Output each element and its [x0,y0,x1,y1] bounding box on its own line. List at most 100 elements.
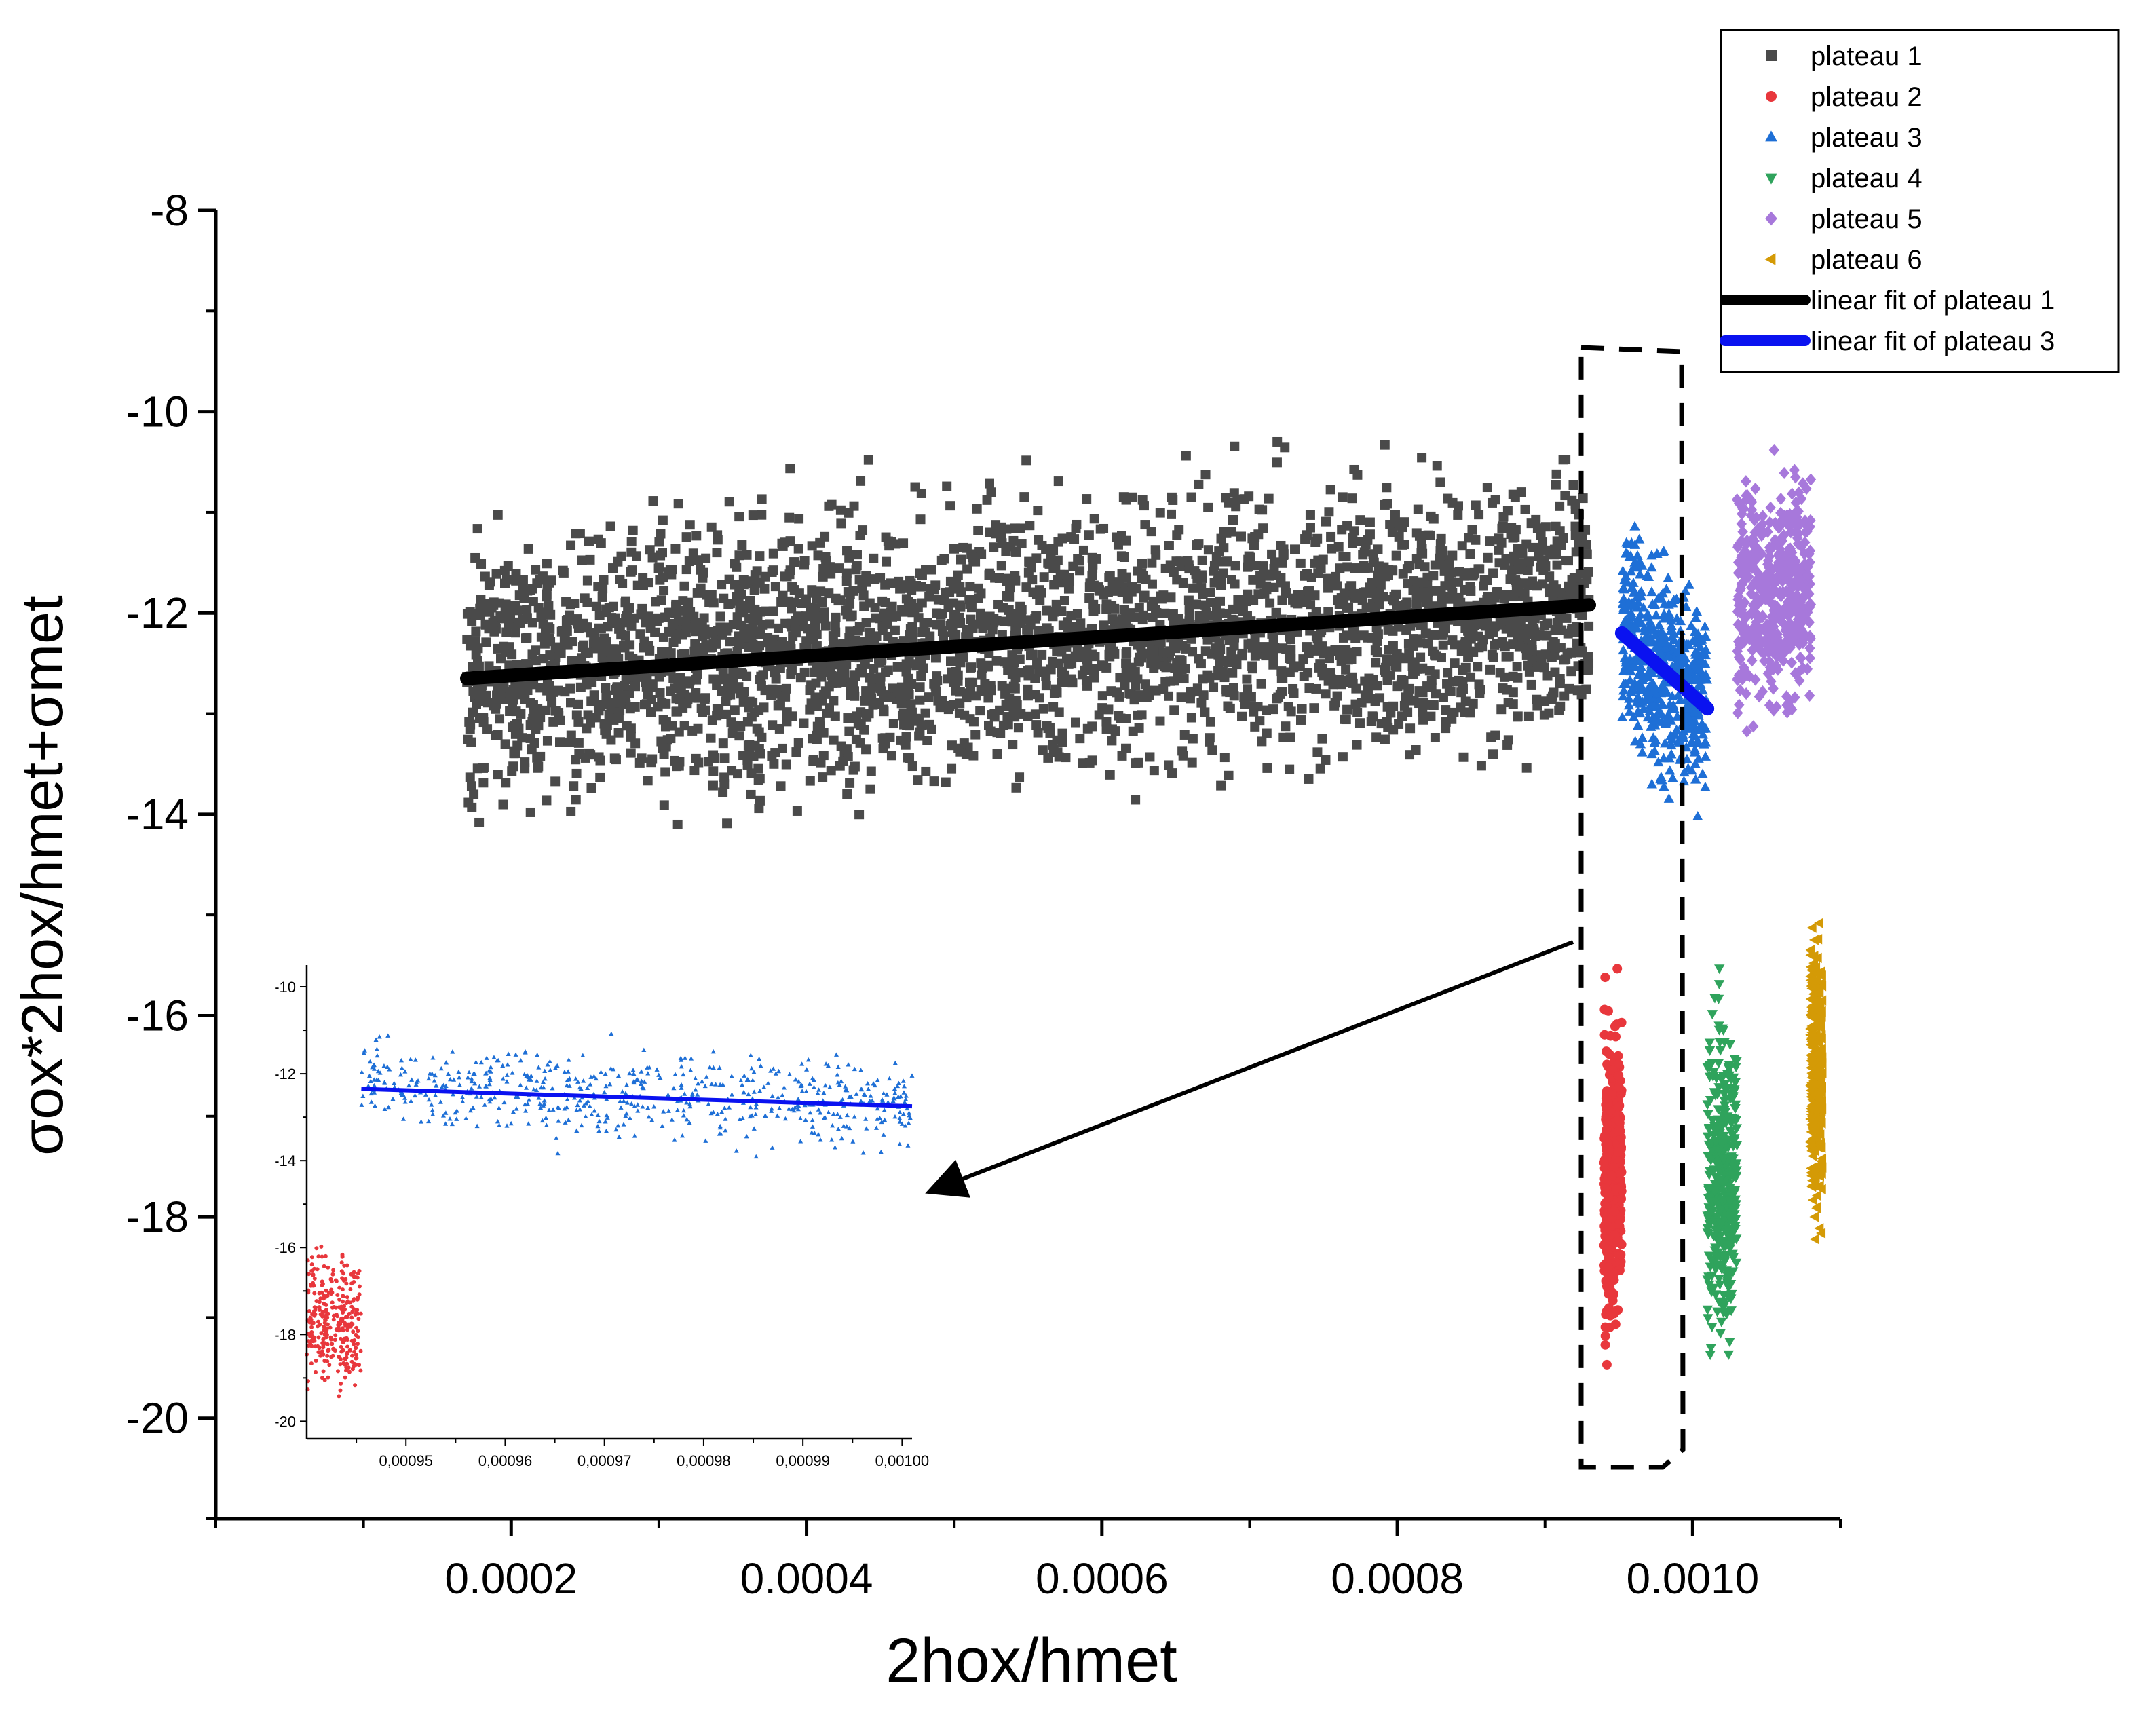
data-point [691,626,701,637]
data-point [1408,585,1418,595]
data-point [1338,492,1348,502]
data-point [1485,664,1496,675]
data-point [1423,530,1433,540]
data-point [1649,696,1660,706]
data-point [1037,649,1047,660]
data-point [1178,751,1188,761]
data-point [1746,581,1757,594]
data-point [808,756,818,766]
data-point [1802,569,1813,582]
data-point [1635,669,1646,679]
data-point [1160,608,1170,618]
data-point [1166,592,1176,603]
data-point [862,712,872,722]
data-point [946,618,956,628]
data-point [1399,540,1409,550]
data-point [1780,607,1792,620]
data-point [1088,664,1099,674]
data-point [1230,561,1240,571]
data-point [1666,620,1677,630]
data-point [1621,570,1631,580]
data-point [1549,544,1559,554]
data-point [930,580,941,590]
data-point [1728,1135,1739,1146]
data-point [1041,681,1051,691]
data-point [746,712,757,722]
data-point [620,643,630,653]
data-point [507,766,517,776]
data-point [1077,758,1087,768]
data-point [577,555,587,565]
data-point [1726,1289,1737,1300]
data-point [1031,720,1042,730]
data-point [1066,532,1076,542]
data-point [939,554,949,564]
data-point [569,781,579,791]
data-point [1800,514,1811,527]
data-point [1713,1059,1724,1069]
data-point [983,660,993,671]
data-point [1570,530,1580,540]
data-point [722,818,732,829]
data-point [781,759,791,770]
data-point [1418,715,1428,725]
data-point [1128,726,1138,736]
data-point [1428,514,1439,524]
data-point [1646,562,1657,572]
data-point [1718,1025,1729,1036]
data-point [604,603,614,613]
data-point [995,705,1005,715]
data-point [511,575,521,586]
data-point [1612,1237,1623,1247]
data-point [1751,511,1762,524]
data-point [1232,660,1242,670]
data-point [1038,745,1048,755]
data-point [1357,595,1367,605]
data-point [1405,750,1415,760]
data-point [1650,609,1662,620]
data-point [505,706,515,717]
data-point [1689,626,1701,636]
data-point [1272,694,1282,704]
data-point [859,637,869,647]
data-point [597,592,607,602]
data-point [806,680,816,690]
data-point [1008,681,1019,692]
data-point [1789,691,1800,704]
data-point [1352,708,1363,718]
data-point [1707,1116,1718,1126]
data-point [750,604,760,614]
data-point [1741,725,1752,738]
data-point [1450,658,1460,668]
data-point [746,789,756,799]
data-point [843,587,853,597]
data-point [1380,664,1390,675]
data-point [1660,637,1671,647]
data-point [1787,620,1799,634]
data-point [1082,494,1092,504]
data-point [1126,662,1137,673]
data-point [467,616,477,626]
data-point [1644,664,1655,675]
data-point [791,747,801,757]
data-point [531,565,541,575]
data-point [1281,721,1291,732]
data-point [718,787,728,797]
data-point [1430,732,1440,742]
data-point [1460,696,1471,706]
data-point [1305,523,1315,533]
data-point [573,619,583,629]
data-point [472,763,482,774]
data-point [1683,702,1694,713]
data-point [792,806,802,816]
data-point [622,721,632,731]
data-point [575,529,585,539]
data-point [1492,587,1502,597]
data-point [1285,764,1295,774]
data-point [1158,647,1169,658]
data-point [528,597,538,607]
data-point [1726,1126,1737,1136]
data-point [835,505,846,515]
data-point [1624,693,1635,703]
data-point [1365,517,1375,527]
